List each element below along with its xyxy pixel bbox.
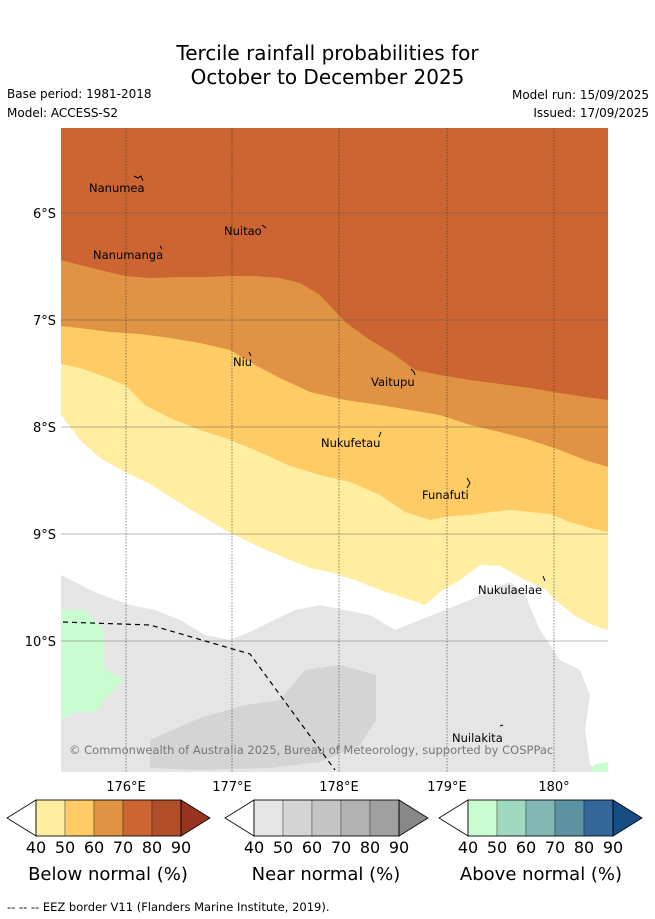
place-nuitao: Nuitao — [224, 224, 262, 238]
eez-border-line — [62, 621, 336, 771]
model-run: Model run: 15/09/2025 — [511, 88, 649, 102]
legend-below-tick: 80 — [142, 838, 162, 857]
legend-near-high-arrow — [398, 799, 429, 837]
legend-below-swatch — [35, 799, 66, 837]
legend-near-low-arrow — [224, 799, 255, 837]
lon-label-178e: 178°E — [319, 780, 359, 795]
legend-above-swatch — [583, 799, 614, 837]
place-nukufetau: Nukufetau — [321, 436, 380, 450]
legend-above-swatch — [554, 799, 585, 837]
legend-below-tick: 60 — [84, 838, 104, 857]
legend-below-swatch — [151, 799, 182, 837]
lat-label-6s: 6°S — [33, 207, 56, 222]
legend-above-swatch — [467, 799, 498, 837]
island-vaitupu — [410, 368, 416, 376]
legend-near-swatch — [253, 799, 284, 837]
place-nanumea: Nanumea — [89, 181, 145, 195]
legend-near-swatch — [340, 799, 371, 837]
place-niu: Niu — [233, 355, 252, 369]
island-nanumea — [133, 175, 144, 182]
lat-label-7s: 7°S — [33, 314, 56, 329]
legend-above-tick: 50 — [487, 838, 507, 857]
island-funafuti — [466, 477, 471, 489]
legend-below-tick: 40 — [26, 838, 46, 857]
legend-below-normal: 40 50 60 70 80 90 — [6, 799, 211, 857]
legend-near-tick: 60 — [302, 838, 322, 857]
below-70-band — [61, 128, 608, 400]
lat-label-10s: 10°S — [25, 635, 56, 650]
legend-below-swatch — [122, 799, 153, 837]
island-nanumanga — [159, 245, 163, 250]
lat-label-9s: 9°S — [33, 528, 56, 543]
near-50-area — [150, 665, 376, 770]
legend-above-tick: 90 — [603, 838, 623, 857]
lat-label-8s: 8°S — [33, 421, 56, 436]
legend-near-swatch — [282, 799, 313, 837]
island-nuitao — [261, 224, 267, 229]
legend-above-high-arrow — [612, 799, 643, 837]
map-title-line2: October to December 2025 — [190, 65, 465, 89]
legend-above-label: Above normal (%) — [460, 864, 622, 885]
legend-above-tick: 60 — [516, 838, 536, 857]
place-nuilakita: Nuilakita — [452, 731, 503, 745]
copyright-note: © Commonwealth of Australia 2025, Bureau… — [69, 743, 553, 757]
legend-near-swatch — [311, 799, 342, 837]
legend-below-tick: 90 — [171, 838, 191, 857]
base-period: Base period: 1981-2018 — [7, 87, 152, 101]
legend-above-swatch — [525, 799, 556, 837]
lon-label-179e: 179°E — [427, 780, 467, 795]
legend-near-swatch — [369, 799, 400, 837]
legend-below-low-arrow — [6, 799, 37, 837]
legend-below-tick: 50 — [55, 838, 75, 857]
place-nanumanga: Nanumanga — [93, 248, 163, 262]
legend-above-tick: 70 — [545, 838, 565, 857]
island-niu — [248, 351, 252, 357]
legend-below-high-arrow — [180, 799, 211, 837]
legend-above-tick: 80 — [574, 838, 594, 857]
legend-above-swatch — [496, 799, 527, 837]
place-funafuti: Funafuti — [422, 488, 469, 502]
probability-fields: Nanumea Nuitao Nanumanga Niu Vaitupu Nuk… — [61, 128, 608, 772]
model-name: Model: ACCESS-S2 — [7, 106, 119, 120]
legend-above-tick: 40 — [458, 838, 478, 857]
eez-footnote: -- -- -- EEZ border V11 (Flanders Marine… — [7, 900, 330, 914]
legend-below-label: Below normal (%) — [28, 864, 188, 885]
legend-near-label: Near normal (%) — [252, 864, 401, 885]
legend-above-normal: 40 50 60 70 80 90 — [438, 799, 643, 857]
above-40-area-se — [590, 762, 608, 772]
legend-below-frame — [35, 799, 182, 837]
legend-near-frame — [253, 799, 400, 837]
island-nukulaelae — [542, 575, 546, 582]
place-vaitupu: Vaitupu — [371, 375, 415, 389]
legend-below-swatch — [93, 799, 124, 837]
graticule — [61, 128, 608, 772]
island-nukufetau — [378, 431, 382, 438]
legend-above-low-arrow — [438, 799, 469, 837]
legend-below-tick: 70 — [113, 838, 133, 857]
legend-near-tick: 70 — [331, 838, 351, 857]
legend-near-tick: 50 — [273, 838, 293, 857]
legend-near-normal: 40 50 60 70 80 90 — [224, 799, 429, 857]
place-nukulaelae: Nukulaelae — [478, 583, 542, 597]
issued-date: Issued: 17/09/2025 — [533, 106, 649, 120]
lon-label-180: 180° — [538, 780, 569, 795]
legend-near-tick: 90 — [389, 838, 409, 857]
legend-near-tick: 80 — [360, 838, 380, 857]
island-shapes — [133, 175, 546, 727]
lon-label-176e: 176°E — [106, 780, 146, 795]
lon-label-177e: 177°E — [212, 780, 252, 795]
legend-above-frame — [467, 799, 614, 837]
map-title-line1: Tercile rainfall probabilities for — [176, 41, 479, 65]
legend-below-swatch — [64, 799, 95, 837]
island-nuilakita — [499, 724, 504, 727]
above-40-area — [61, 610, 124, 720]
legend-near-tick: 40 — [244, 838, 264, 857]
